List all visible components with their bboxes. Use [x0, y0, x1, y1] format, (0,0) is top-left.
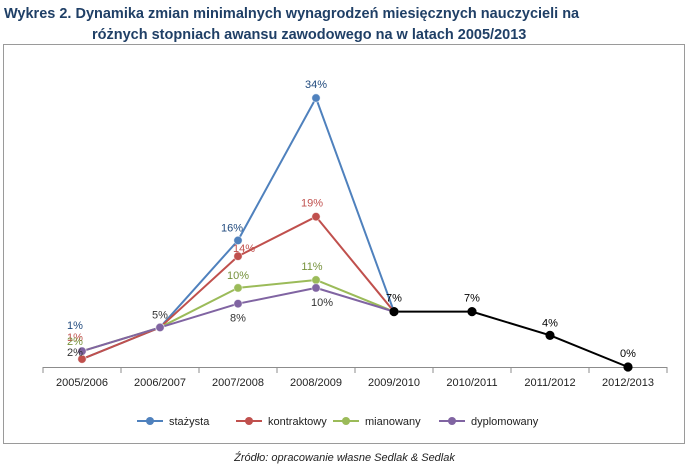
chart-title: Wykres 2. Dynamika zmian minimalnych wyn…	[0, 4, 689, 46]
x-tick-label: 2005/2006	[56, 377, 108, 389]
point-dyplomowany-3	[311, 283, 321, 293]
point-sta-ysta-2	[233, 235, 243, 246]
point-mianowany-3	[311, 275, 321, 285]
legend-label-mianowany: mianowany	[365, 416, 421, 428]
chart-frame	[3, 44, 685, 444]
x-tick-label: 2006/2007	[134, 377, 186, 389]
data-label-dyplomowany-0: 2%	[67, 347, 83, 359]
chart-title-line-2: różnych stopniach awansu zawodowego na w…	[92, 27, 527, 43]
data-label-mianowany-3: 11%	[301, 261, 322, 273]
point-all-7	[623, 362, 633, 372]
chart-title-line-1: Wykres 2. Dynamika zmian minimalnych wyn…	[4, 6, 580, 22]
point-dyplomowany-0	[77, 346, 87, 356]
point-sta-ysta-3	[311, 93, 321, 103]
legend: stażysta kontraktowy mianowany dyplomowany	[137, 416, 539, 428]
x-tick-label: 2009/2010	[368, 377, 420, 389]
legend-marker-sta-ysta	[146, 417, 154, 425]
legend-marker-dyplomowany	[448, 417, 456, 425]
data-label-sta-ysta-3: 34%	[305, 79, 327, 91]
data-labels: 1% 16% 34% 1% 14% 19% 2% 10% 11% 2% 5% 8% 10% 7% 7% 4% 0…	[67, 79, 636, 360]
x-axis: 2005/2006 2006/2007 2007/2008 2008/2009 2009…	[42, 367, 668, 389]
x-tick-label: 2008/2009	[290, 377, 342, 389]
point-dyplomowany-2	[233, 299, 243, 309]
data-label-dyplomowany-2: 8%	[230, 313, 246, 325]
x-tick-label: 2007/2008	[212, 377, 264, 389]
source-note: Źródło: opracowanie własne Sedlak & Sedl…	[234, 452, 455, 464]
data-label-kontraktowy-0: 1%	[67, 332, 83, 344]
x-tick-label: 2012/2013	[602, 377, 654, 389]
x-tick-label: 2011/2012	[524, 377, 575, 389]
data-label-all-4: 7%	[386, 293, 402, 305]
data-label-kontraktowy-3: 19%	[301, 198, 323, 210]
data-label-dyplomowany-3: 10%	[311, 297, 333, 309]
series-line-all	[394, 310, 629, 368]
data-label-all-7: 0%	[620, 348, 636, 360]
point-mianowany-2	[233, 283, 243, 293]
data-label-all-6: 4%	[542, 317, 558, 329]
legend-label-dyplomowany: dyplomowany	[471, 416, 539, 428]
data-label-sta-ysta-2: 16%	[221, 222, 243, 234]
data-label-mianowany-2: 10%	[227, 270, 249, 282]
series-markers	[77, 93, 633, 372]
data-label-mianowany-0: 2%	[67, 336, 83, 348]
point-all-6	[545, 330, 555, 340]
point-all-4	[389, 307, 399, 317]
legend-marker-kontraktowy	[245, 417, 253, 425]
data-label-all-5: 7%	[464, 293, 480, 305]
x-tick-label: 2010/2011	[446, 377, 497, 389]
data-label-dyplomowany-1: 5%	[152, 309, 168, 321]
legend-marker-mianowany	[342, 417, 350, 425]
legend-label-sta-ysta: stażysta	[169, 416, 210, 428]
data-label-sta-ysta-0: 1%	[67, 320, 83, 332]
legend-label-kontraktowy: kontraktowy	[268, 416, 327, 428]
point-kontraktowy-2	[233, 251, 243, 261]
point-dyplomowany-1	[155, 322, 165, 333]
point-all-5	[467, 307, 477, 317]
point-kontraktowy-3	[311, 212, 321, 222]
data-label-kontraktowy-2: 14%	[233, 243, 255, 255]
